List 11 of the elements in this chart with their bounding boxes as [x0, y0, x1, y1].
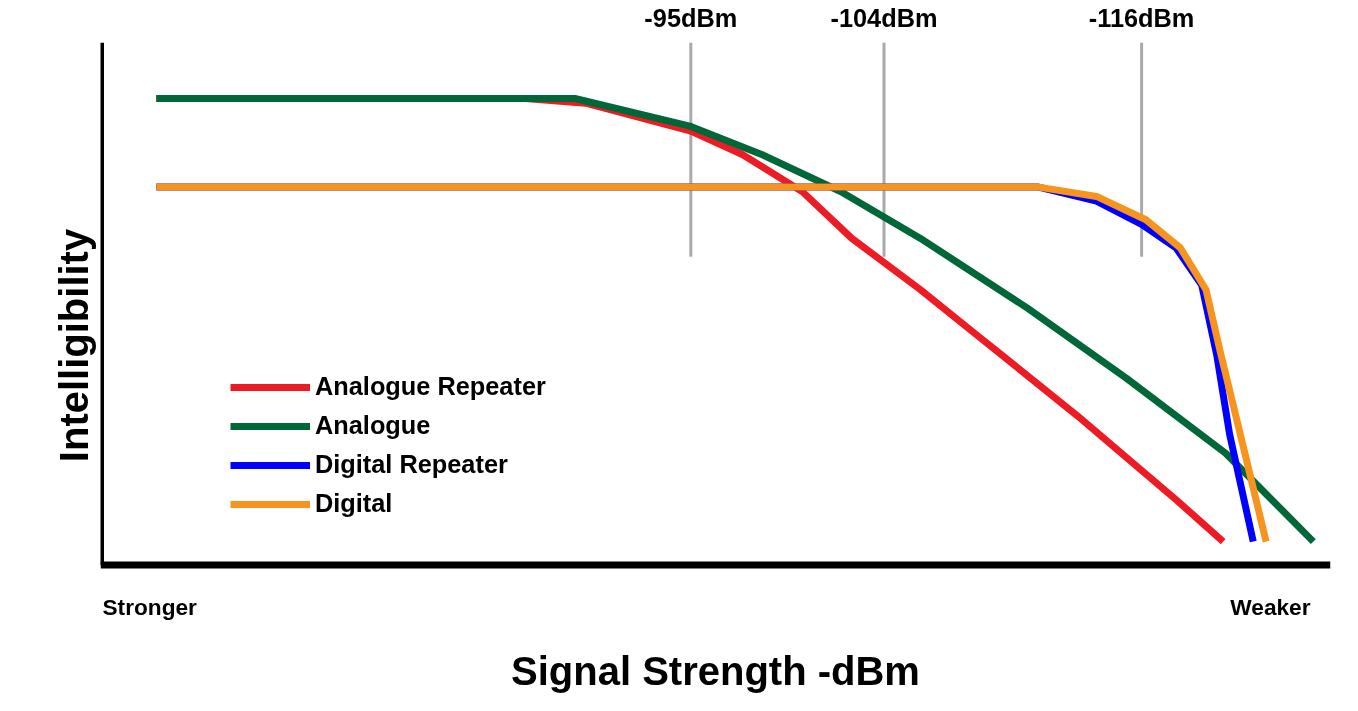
text: Weaker: [1230, 593, 1311, 620]
x-tick-label: -116dBm: [1088, 3, 1195, 32]
legend-label: Analogue: [315, 411, 431, 440]
text: Stronger: [102, 593, 198, 620]
legend-label: Digital Repeater: [315, 450, 508, 479]
y-axis-title: Intelligibility: [51, 228, 96, 463]
x-tick-label: -95dBm: [644, 3, 738, 32]
legend-label: Digital: [315, 489, 393, 518]
x-tick-label: -104dBm: [830, 3, 938, 32]
x-axis-title: Signal Strength -dBm: [511, 648, 920, 693]
legend-label: Analogue Repeater: [315, 372, 546, 401]
